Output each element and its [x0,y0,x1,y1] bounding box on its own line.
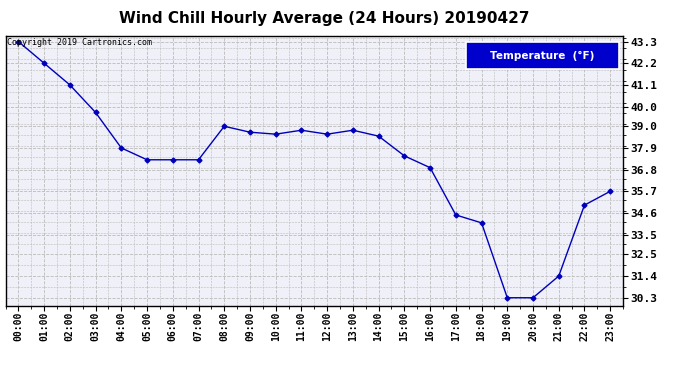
Text: Copyright 2019 Cartronics.com: Copyright 2019 Cartronics.com [7,38,152,47]
FancyBboxPatch shape [466,42,619,69]
Text: Wind Chill Hourly Average (24 Hours) 20190427: Wind Chill Hourly Average (24 Hours) 201… [119,11,529,26]
Text: Temperature  (°F): Temperature (°F) [490,51,594,61]
